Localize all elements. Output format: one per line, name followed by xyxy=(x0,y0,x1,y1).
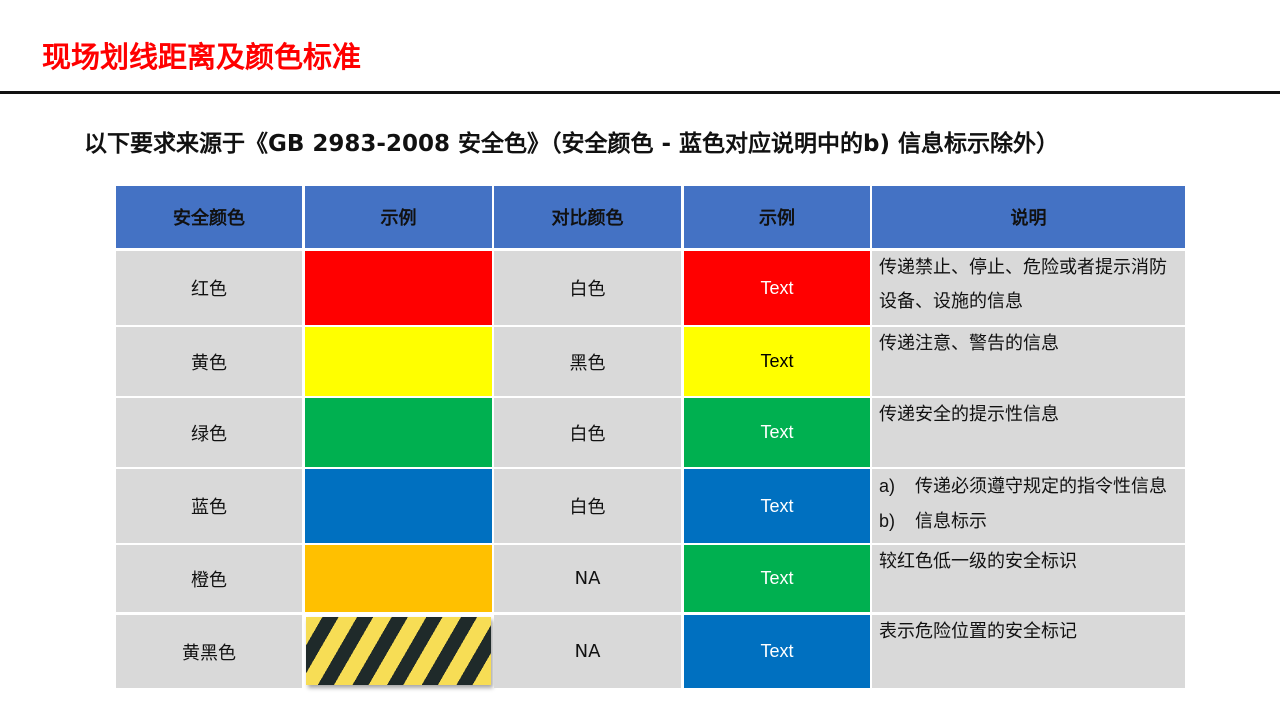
description-list-item: b) 信息标示 xyxy=(879,504,987,539)
list-marker: b) xyxy=(879,511,896,531)
safety-color-name: 绿色 xyxy=(116,398,302,467)
contrast-color-name: 白色 xyxy=(494,469,681,543)
sample-text: Text xyxy=(760,422,794,442)
contrast-sample-blue: Text xyxy=(684,469,870,543)
description-line: 表示危险位置的安全标记 xyxy=(879,621,1077,642)
description-cell: 传递禁止、停止、危险或者提示消防 设备、设施的信息 xyxy=(872,251,1185,325)
color-swatch-green xyxy=(305,398,492,467)
page-title: 现场划线距离及颜色标准 xyxy=(42,40,362,74)
column-header-example-2: 示例 xyxy=(684,186,870,248)
table-row-orange: 橙色 NA Text 较红色低一级的安全标识 xyxy=(116,545,1185,612)
description-cell: 表示危险位置的安全标记 xyxy=(872,615,1185,688)
contrast-sample-yellow: Text xyxy=(684,327,870,396)
description-line: 传递注意、警告的信息 xyxy=(879,333,1059,354)
contrast-sample-orange: Text xyxy=(684,545,870,612)
table-row-blue: 蓝色 白色 Text a) 传递必须遵守规定的指令性信息 b) 信息标示 xyxy=(116,469,1185,543)
description-cell: 较红色低一级的安全标识 xyxy=(872,545,1185,612)
description-line: 传递禁止、停止、危险或者提示消防 xyxy=(879,257,1167,278)
table-row-green: 绿色 白色 Text 传递安全的提示性信息 xyxy=(116,398,1185,467)
description-list-item: a) 传递必须遵守规定的指令性信息 xyxy=(879,469,1167,504)
safety-color-name: 红色 xyxy=(116,251,302,325)
sample-text: Text xyxy=(760,277,794,298)
safety-color-name: 蓝色 xyxy=(116,469,302,543)
color-swatch-yellow xyxy=(305,327,492,396)
description-line: 较红色低一级的安全标识 xyxy=(879,551,1077,572)
contrast-sample-red: Text xyxy=(684,251,870,325)
source-note: 以下要求来源于《GB 2983-2008 安全色》（安全颜色 - 蓝色对应说明中… xyxy=(84,131,1060,157)
contrast-color-name: NA xyxy=(494,615,681,688)
table-row-red: 红色 白色 Text 传递禁止、停止、危险或者提示消防 设备、设施的信息 xyxy=(116,251,1185,325)
contrast-color-name: 白色 xyxy=(494,398,681,467)
list-item-text: 传递必须遵守规定的指令性信息 xyxy=(915,476,1167,497)
sample-text: Text xyxy=(760,641,794,661)
color-swatch-orange xyxy=(305,545,492,612)
contrast-color-name: 白色 xyxy=(494,251,681,325)
sample-text: Text xyxy=(760,351,794,371)
color-swatch-blue xyxy=(305,469,492,543)
description-cell: a) 传递必须遵守规定的指令性信息 b) 信息标示 xyxy=(872,469,1185,543)
safety-color-name: 橙色 xyxy=(116,545,302,612)
column-header-example: 示例 xyxy=(305,186,492,248)
color-swatch-red xyxy=(305,251,492,325)
column-header-description: 说明 xyxy=(872,186,1185,248)
contrast-sample-green: Text xyxy=(684,398,870,467)
description-line: 设备、设施的信息 xyxy=(879,291,1023,312)
sample-text: Text xyxy=(760,568,794,588)
description-cell: 传递安全的提示性信息 xyxy=(872,398,1185,467)
column-header-contrast-color: 对比颜色 xyxy=(494,186,681,248)
sample-text: Text xyxy=(760,495,794,516)
description-line: 传递安全的提示性信息 xyxy=(879,404,1059,425)
list-marker: a) xyxy=(879,476,896,496)
list-item-text: 信息标示 xyxy=(915,511,987,532)
contrast-sample-yellow-black: Text xyxy=(684,615,870,688)
description-cell: 传递注意、警告的信息 xyxy=(872,327,1185,396)
safety-color-name: 黄黑色 xyxy=(116,615,302,688)
safety-color-name: 黄色 xyxy=(116,327,302,396)
table-row-yellow: 黄色 黑色 Text 传递注意、警告的信息 xyxy=(116,327,1185,396)
contrast-color-name: NA xyxy=(494,545,681,612)
contrast-color-name: 黑色 xyxy=(494,327,681,396)
title-divider xyxy=(0,91,1280,94)
column-header-safety-color: 安全颜色 xyxy=(116,186,302,248)
color-swatch-hazard-stripes xyxy=(305,615,492,688)
hazard-stripe-image xyxy=(306,617,491,685)
table-row-yellow-black: 黄黑色 NA Text 表示危险位置的安全标记 xyxy=(116,615,1185,688)
table-header-row: 安全颜色 示例 对比颜色 示例 说明 xyxy=(116,186,1185,248)
